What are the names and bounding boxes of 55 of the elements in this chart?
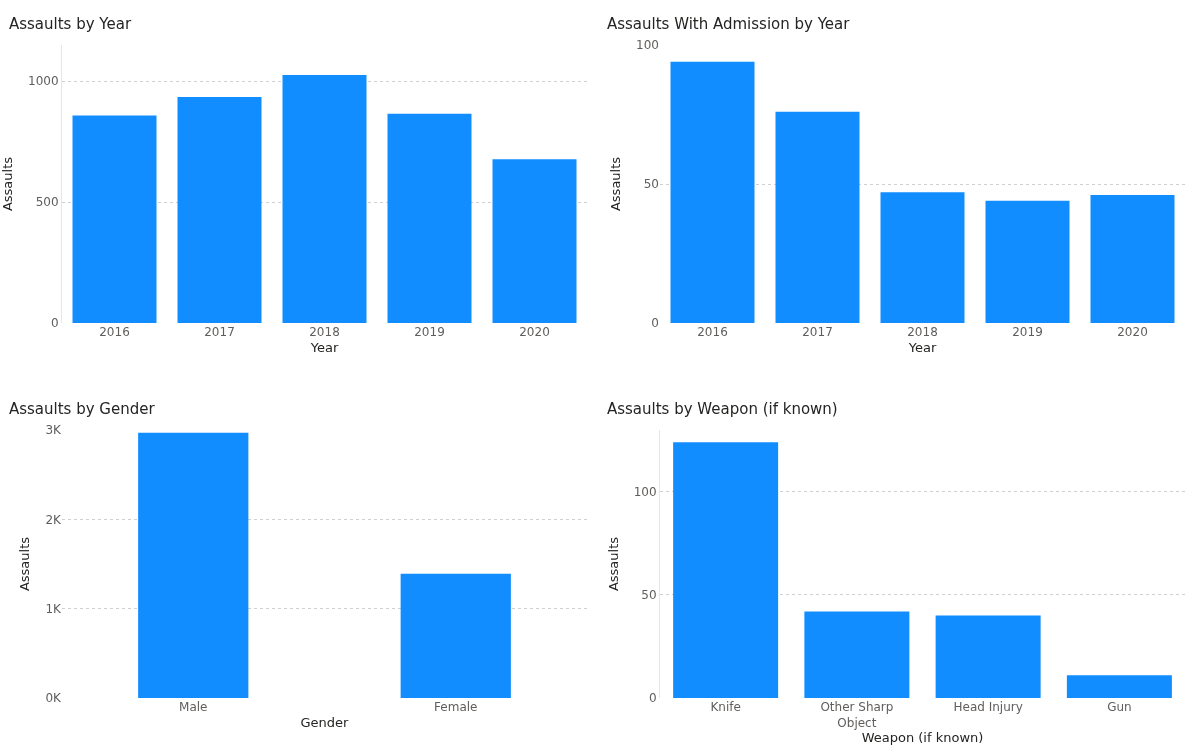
bar: [387, 113, 472, 323]
chart-title: Assaults by Weapon (if known): [606, 399, 838, 418]
x-tick-label: 2016: [697, 325, 728, 339]
y-tick-label: 3K: [45, 423, 63, 438]
y-tick-label: 0: [651, 316, 659, 331]
y-tick-label: 100: [633, 485, 657, 500]
bar: [935, 615, 1041, 698]
x-tick-label: 2019: [414, 325, 445, 339]
chart-title: Assaults With Admission by Year: [606, 14, 851, 33]
bar: [670, 61, 755, 323]
bar: [880, 192, 965, 323]
x-tick-label: 2020: [1117, 325, 1148, 339]
bar: [673, 442, 779, 698]
bar: [177, 96, 262, 323]
y-tick-label: 50: [641, 588, 657, 603]
x-tick-label: 2017: [802, 325, 833, 339]
x-tick-label: Male: [179, 700, 208, 714]
y-tick-label: 0: [648, 691, 657, 706]
x-tick-label: 2020: [519, 325, 550, 339]
y-tick-label: 1000: [28, 74, 59, 89]
bar: [282, 74, 367, 323]
x-axis-title: Year: [907, 339, 937, 355]
x-tick-label: Gun: [1107, 700, 1132, 714]
x-axis-title: Weapon (if known): [861, 730, 984, 746]
x-tick-label: Female: [434, 700, 478, 714]
bar: [775, 111, 860, 323]
y-tick-label: 0: [50, 316, 59, 331]
x-axis-title: Gender: [300, 714, 350, 730]
x-tick-label: Head Injury: [953, 700, 1023, 714]
y-axis-title: Assaults: [605, 536, 621, 592]
bar: [492, 159, 577, 323]
x-tick-label: Other Sharp Object: [820, 700, 894, 730]
bar: [804, 611, 910, 698]
bar: [1066, 675, 1172, 698]
y-tick-label: 2K: [45, 512, 63, 527]
x-tick-label: 2019: [1012, 325, 1043, 339]
bar: [1090, 195, 1175, 323]
y-tick-label: 1K: [45, 601, 63, 616]
bar: [985, 200, 1070, 323]
y-tick-label: 100: [636, 38, 659, 53]
x-axis-title: Year: [309, 339, 339, 355]
y-axis-title: Assaults: [608, 156, 624, 212]
y-axis-title: Assaults: [17, 536, 33, 592]
y-tick-label: 500: [35, 195, 59, 210]
chart-title: Assaults by Gender: [8, 399, 156, 418]
x-tick-label: Knife: [710, 700, 741, 714]
x-tick-label: 2018: [309, 325, 340, 339]
x-tick-label: 2018: [907, 325, 938, 339]
x-tick-label: 2016: [99, 325, 130, 339]
y-tick-label: 0K: [45, 691, 63, 706]
x-tick-label: 2017: [204, 325, 235, 339]
y-tick-label: 50: [643, 177, 659, 192]
bar: [72, 115, 157, 323]
chart-title: Assaults by Year: [8, 14, 132, 33]
y-axis-title: Assaults: [0, 156, 15, 212]
